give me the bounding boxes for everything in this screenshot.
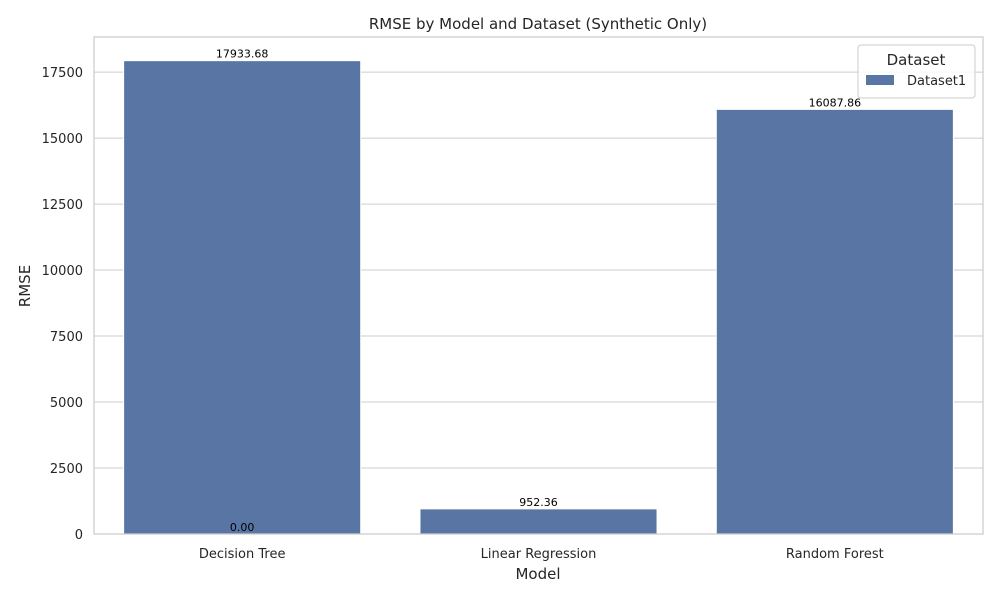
y-tick-label: 15000 (42, 132, 83, 147)
bar-value-label: 952.36 (519, 496, 558, 509)
bars (123, 60, 954, 535)
x-tick-labels: Decision Tree Linear Regression Random For… (199, 547, 884, 562)
bar (715, 108, 954, 535)
y-tick-label: 12500 (42, 198, 83, 213)
y-tick-label: 5000 (50, 396, 83, 411)
chart-title: RMSE by Model and Dataset (Synthetic Onl… (369, 15, 707, 33)
legend: Dataset Dataset1 (857, 44, 976, 99)
y-axis-label: RMSE (16, 265, 34, 307)
y-tick-labels: 0 2500 5000 7500 10000 12500 15000 17500 (42, 66, 83, 543)
bar (123, 60, 362, 535)
bar (419, 508, 658, 535)
bar-value-label: 16087.86 (809, 96, 862, 109)
bar-value-label: 0.00 (230, 521, 255, 534)
legend-swatch-dataset1 (866, 75, 894, 85)
bar-value-label: 17933.68 (216, 48, 269, 61)
x-tick-label: Linear Regression (481, 547, 597, 562)
x-tick-label: Decision Tree (199, 547, 286, 562)
data-labels: 17933.68 952.36 16087.86 0.00 (216, 48, 861, 534)
y-tick-label: 0 (75, 528, 83, 543)
legend-title: Dataset (887, 51, 946, 69)
y-tick-label: 7500 (50, 330, 83, 345)
y-tick-label: 10000 (42, 264, 83, 279)
x-tick-label: Random Forest (786, 547, 884, 562)
plot-frame (93, 36, 984, 535)
legend-entry-dataset1: Dataset1 (907, 74, 966, 89)
y-tick-label: 2500 (50, 462, 83, 477)
y-tick-label: 17500 (42, 66, 83, 81)
x-axis-label: Model (515, 565, 560, 583)
